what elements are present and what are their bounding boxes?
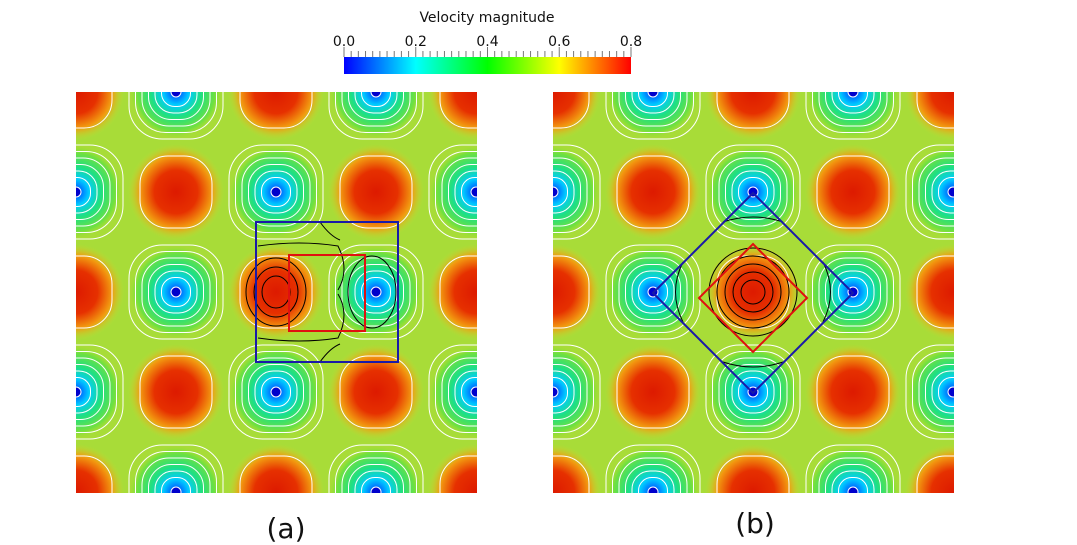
colorbar-tick-0: 0.0: [333, 34, 355, 50]
panel-b-inner-diamond: [697, 242, 809, 354]
colorbar-minor-ticks: [343, 47, 632, 57]
panel-b-inner-streamlines: [675, 216, 831, 368]
panel-a: (a): [76, 92, 477, 545]
colorbar-tick-1: 0.2: [405, 34, 427, 50]
panel-a-outer-square: [255, 221, 399, 363]
colorbar-tick-4: 0.8: [620, 34, 642, 50]
panel-a-label: (a): [266, 512, 305, 545]
panel-b-outer-diamond: [651, 191, 855, 395]
colorbar-tick-3: 0.6: [548, 34, 570, 50]
panel-a-field: [76, 92, 477, 493]
panel-b-label: (b): [735, 507, 775, 540]
colorbar: Velocity magnitude 0.0 0.2 0.4 0.6 0.8: [333, 10, 642, 74]
panel-a-inner-streamlines: [245, 221, 397, 363]
colorbar-title: Velocity magnitude: [419, 10, 554, 26]
colorbar-tick-2: 0.4: [476, 34, 498, 50]
panel-a-inner-square: [288, 254, 366, 332]
colorbar-gradient: [344, 57, 631, 74]
panel-b: (b): [553, 92, 954, 540]
